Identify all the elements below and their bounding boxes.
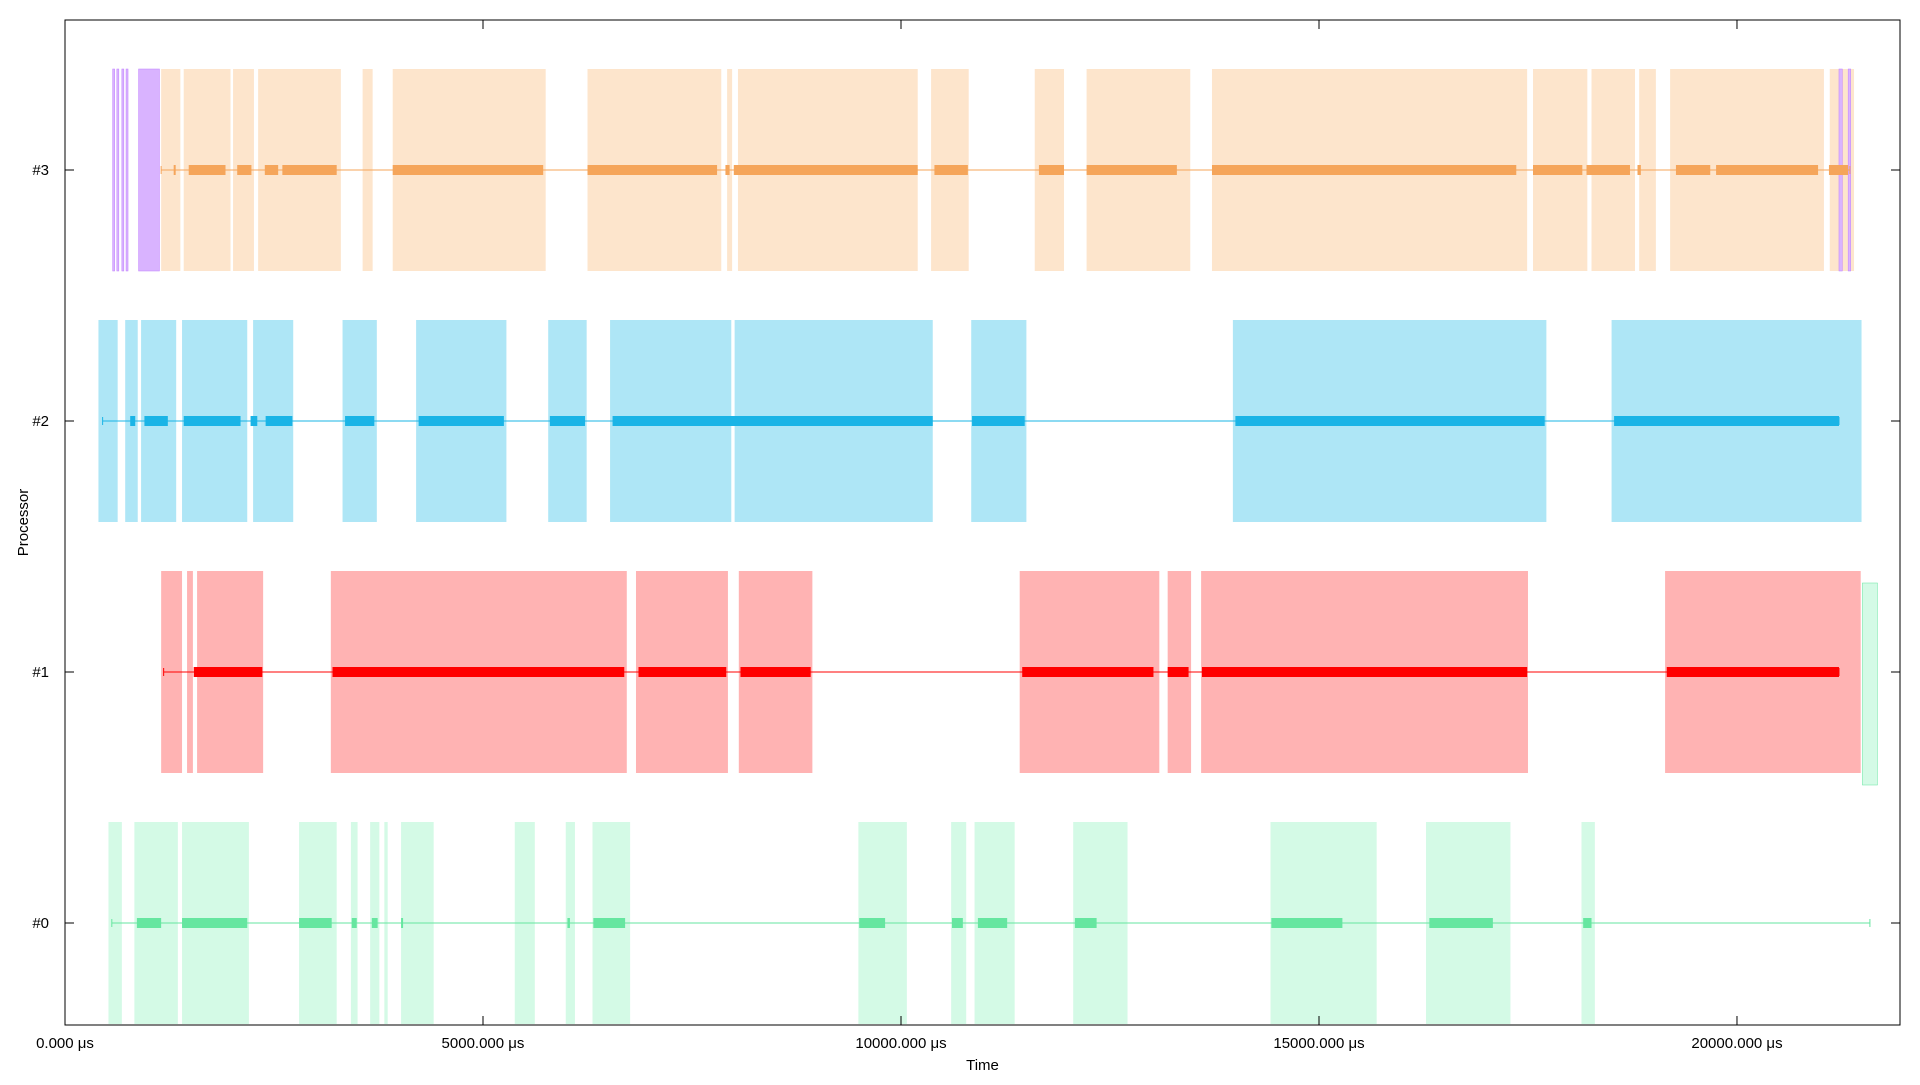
activity-series-2 — [102, 416, 1840, 426]
activity-block — [638, 667, 727, 677]
activity-block — [972, 416, 1025, 426]
activity-block — [567, 918, 570, 928]
activity-block — [1828, 165, 1849, 175]
activity-block — [1211, 165, 1517, 175]
activity-block — [264, 165, 279, 175]
activity-block — [193, 667, 263, 677]
x-axis-label: Time — [966, 1057, 999, 1074]
activity-block — [1675, 165, 1711, 175]
activity-block — [549, 416, 585, 426]
activity-block — [1429, 918, 1493, 928]
activity-block — [740, 667, 811, 677]
activity-block — [1583, 918, 1592, 928]
activity-block — [351, 918, 357, 928]
activity-block — [265, 416, 293, 426]
activity-block — [1201, 667, 1528, 677]
activity-block — [1074, 918, 1097, 928]
activity-block — [332, 667, 625, 677]
activity-block — [1038, 165, 1065, 175]
activity-block — [183, 416, 241, 426]
activity-block — [345, 416, 375, 426]
activity-block — [136, 918, 162, 928]
y-axis-label: Processor — [15, 489, 32, 557]
activity-block — [859, 918, 886, 928]
activity-block — [418, 416, 504, 426]
x-tick-label: 0.000 μs — [36, 1035, 94, 1052]
activity-block — [593, 918, 626, 928]
special-band — [116, 68, 120, 272]
activity-block — [587, 165, 718, 175]
activity-block — [725, 165, 730, 175]
x-tick-label: 15000.000 μs — [1273, 1035, 1364, 1052]
special-band — [121, 68, 125, 272]
activity-block — [1637, 165, 1641, 175]
special-band — [125, 68, 129, 272]
x-tick-label: 20000.000 μs — [1691, 1035, 1782, 1052]
activity-block — [951, 918, 963, 928]
activity-block — [612, 416, 933, 426]
activity-block — [182, 918, 248, 928]
activity-series-1 — [163, 667, 1840, 677]
activity-block — [934, 165, 968, 175]
x-tick-label: 5000.000 μs — [442, 1035, 525, 1052]
special-band — [138, 68, 160, 272]
activity-block — [733, 165, 918, 175]
y-tick-label: #2 — [32, 413, 49, 430]
activity-block — [173, 165, 176, 175]
special-band — [112, 68, 115, 272]
x-tick-label: 10000.000 μs — [855, 1035, 946, 1052]
activity-block — [237, 165, 252, 175]
activity-block — [371, 918, 378, 928]
activity-block — [1022, 667, 1154, 677]
activity-series-3 — [160, 165, 1851, 175]
activity-block — [1533, 165, 1583, 175]
activity-block — [299, 918, 332, 928]
activity-block — [1614, 416, 1839, 426]
plot-frame — [64, 19, 1901, 1026]
y-tick-label: #0 — [32, 915, 49, 932]
activity-block — [1716, 165, 1819, 175]
activity-block — [1586, 165, 1630, 175]
activity-block — [188, 165, 226, 175]
activity-block — [250, 416, 258, 426]
activity-block — [392, 165, 544, 175]
activity-block — [144, 416, 168, 426]
activity-block — [130, 416, 136, 426]
activity-series-0 — [111, 918, 1871, 928]
activity-block — [977, 918, 1008, 928]
special-band — [1862, 582, 1878, 786]
activity-block — [401, 918, 404, 928]
y-tick-label: #3 — [32, 162, 49, 179]
activity-block — [1167, 667, 1189, 677]
activity-block — [1271, 918, 1343, 928]
activity-block — [282, 165, 337, 175]
y-tick-label: #1 — [32, 664, 49, 681]
activity-block — [1086, 165, 1177, 175]
activity-block — [1235, 416, 1545, 426]
activity-block — [1666, 667, 1839, 677]
